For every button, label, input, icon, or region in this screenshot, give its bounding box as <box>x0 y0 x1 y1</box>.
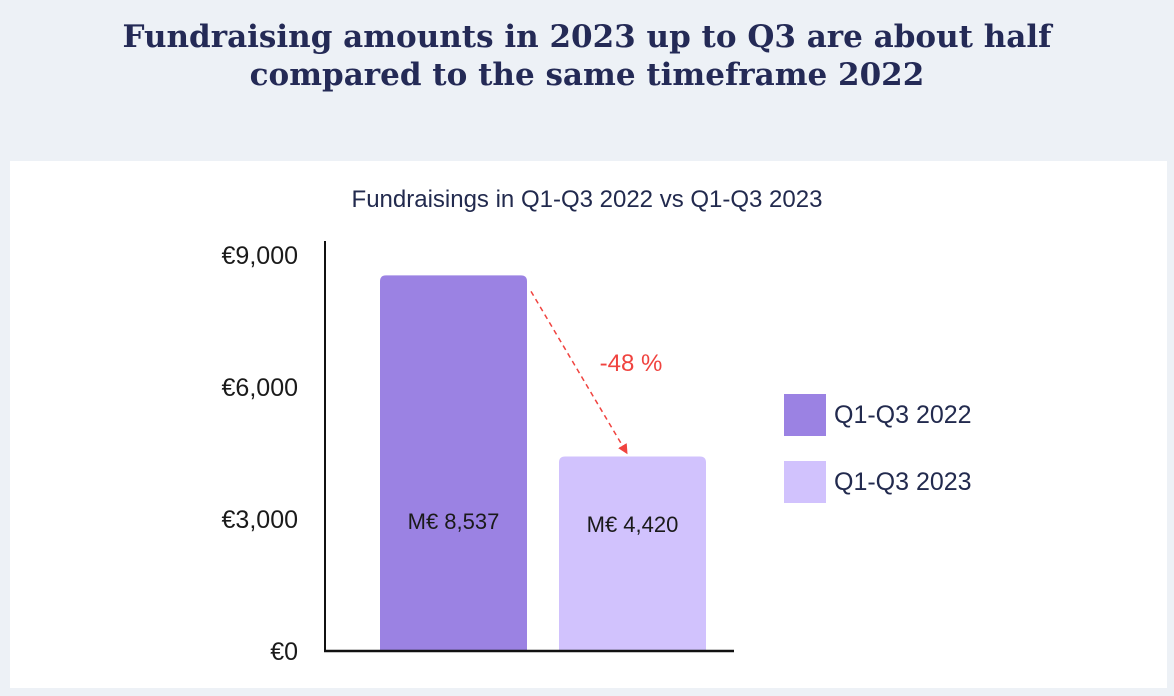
legend: Q1-Q3 2022 Q1-Q3 2023 <box>784 394 972 528</box>
headline: Fundraising amounts in 2023 up to Q3 are… <box>0 18 1174 94</box>
y-tick-label: €3,000 <box>222 506 298 534</box>
legend-label-2023: Q1-Q3 2023 <box>834 467 972 496</box>
headline-line-1: Fundraising amounts in 2023 up to Q3 are… <box>122 19 1052 55</box>
legend-swatch-2023 <box>784 461 826 503</box>
change-annotation-label: -48 % <box>600 350 663 377</box>
change-arrow <box>530 290 628 455</box>
legend-item-2023: Q1-Q3 2023 <box>784 461 972 503</box>
y-tick-label: €9,000 <box>222 242 298 270</box>
bar-2022 <box>380 275 527 651</box>
legend-swatch-2022 <box>784 394 826 436</box>
chart-title: Fundraisings in Q1-Q3 2022 vs Q1-Q3 2023 <box>351 186 823 213</box>
legend-label-2022: Q1-Q3 2022 <box>834 400 972 429</box>
legend-item-2022: Q1-Q3 2022 <box>784 394 972 436</box>
y-tick-label: €0 <box>270 638 298 666</box>
bar-2023 <box>559 456 706 651</box>
headline-line-2: compared to the same timeframe 2022 <box>249 57 925 93</box>
bar-data-label: M€ 4,420 <box>587 512 679 537</box>
y-tick-label: €6,000 <box>222 374 298 402</box>
bar-data-label: M€ 8,537 <box>408 509 500 534</box>
